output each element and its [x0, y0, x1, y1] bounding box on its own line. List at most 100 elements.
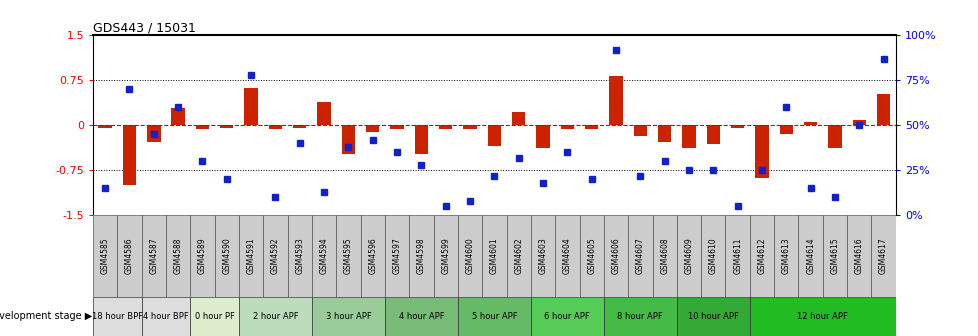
Bar — [312, 215, 335, 297]
Bar — [244, 88, 257, 125]
Text: 6 hour APF: 6 hour APF — [544, 312, 590, 321]
Bar — [341, 125, 355, 154]
Text: GSM4588: GSM4588 — [173, 238, 183, 274]
Bar — [852, 120, 866, 125]
Bar — [827, 125, 841, 148]
Text: GSM4597: GSM4597 — [392, 238, 401, 274]
Bar — [312, 297, 384, 336]
Bar — [579, 215, 603, 297]
Text: GSM4591: GSM4591 — [246, 238, 255, 274]
Text: GSM4605: GSM4605 — [587, 238, 596, 274]
Bar — [438, 125, 452, 129]
Bar — [506, 215, 530, 297]
Bar — [147, 125, 160, 142]
Text: GSM4603: GSM4603 — [538, 238, 547, 274]
Text: GSM4596: GSM4596 — [368, 238, 377, 274]
Text: 4 hour APF: 4 hour APF — [398, 312, 444, 321]
Text: GSM4601: GSM4601 — [489, 238, 499, 274]
Bar — [335, 215, 360, 297]
Text: GSM4612: GSM4612 — [757, 238, 766, 274]
Text: GSM4592: GSM4592 — [271, 238, 280, 274]
Bar — [700, 215, 725, 297]
Bar — [482, 215, 506, 297]
Text: 12 hour APF: 12 hour APF — [796, 312, 847, 321]
Text: development stage ▶: development stage ▶ — [0, 311, 93, 322]
Bar — [778, 125, 792, 134]
Bar — [263, 215, 288, 297]
Bar — [142, 297, 190, 336]
Bar — [731, 125, 743, 128]
Bar — [803, 122, 817, 125]
Bar — [239, 297, 312, 336]
Text: GSM4610: GSM4610 — [708, 238, 717, 274]
Bar — [463, 125, 476, 129]
Text: GSM4616: GSM4616 — [854, 238, 863, 274]
Bar — [122, 125, 136, 185]
Text: GSM4613: GSM4613 — [781, 238, 790, 274]
Bar — [633, 125, 646, 136]
Bar — [390, 125, 403, 129]
Text: GSM4607: GSM4607 — [635, 238, 645, 274]
Bar — [142, 215, 166, 297]
Text: 5 hour APF: 5 hour APF — [471, 312, 516, 321]
Bar — [749, 297, 895, 336]
Bar — [603, 215, 628, 297]
Text: GSM4590: GSM4590 — [222, 238, 231, 274]
Bar — [511, 112, 525, 125]
Bar — [846, 215, 870, 297]
Text: GSM4615: GSM4615 — [829, 238, 838, 274]
Bar — [166, 215, 190, 297]
Text: GSM4595: GSM4595 — [343, 238, 353, 274]
Text: GSM4606: GSM4606 — [611, 238, 620, 274]
Bar — [288, 215, 312, 297]
Bar — [93, 215, 117, 297]
Bar — [366, 125, 379, 132]
Text: GSM4598: GSM4598 — [417, 238, 425, 274]
Bar — [774, 215, 798, 297]
Text: GSM4585: GSM4585 — [101, 238, 110, 274]
Bar — [798, 215, 822, 297]
Bar — [608, 76, 622, 125]
Bar — [676, 215, 700, 297]
Bar — [822, 215, 846, 297]
Bar — [749, 215, 774, 297]
Text: GSM4608: GSM4608 — [659, 238, 669, 274]
Text: GSM4593: GSM4593 — [295, 238, 304, 274]
Bar — [433, 215, 458, 297]
Bar — [603, 297, 676, 336]
Bar — [652, 215, 676, 297]
Text: GSM4599: GSM4599 — [441, 238, 450, 274]
Text: GSM4589: GSM4589 — [198, 238, 206, 274]
Text: GSM4594: GSM4594 — [319, 238, 329, 274]
Bar — [560, 125, 573, 129]
Text: GSM4602: GSM4602 — [513, 238, 522, 274]
Text: 18 hour BPF: 18 hour BPF — [92, 312, 143, 321]
Bar — [530, 297, 603, 336]
Bar — [93, 297, 142, 336]
Bar — [682, 125, 695, 148]
Bar — [196, 125, 209, 129]
Bar — [487, 125, 501, 146]
Bar — [384, 215, 409, 297]
Bar — [706, 125, 719, 144]
Bar — [292, 125, 306, 128]
Bar — [458, 297, 530, 336]
Bar — [409, 215, 433, 297]
Bar — [585, 125, 598, 129]
Bar — [876, 94, 889, 125]
Bar — [384, 297, 458, 336]
Text: GSM4617: GSM4617 — [878, 238, 887, 274]
Bar — [458, 215, 482, 297]
Bar — [536, 125, 550, 148]
Bar — [239, 215, 263, 297]
Text: 2 hour APF: 2 hour APF — [252, 312, 298, 321]
Bar — [530, 215, 555, 297]
Bar — [360, 215, 384, 297]
Bar — [870, 215, 895, 297]
Text: GDS443 / 15031: GDS443 / 15031 — [93, 21, 196, 34]
Text: GSM4604: GSM4604 — [562, 238, 571, 274]
Bar — [171, 109, 185, 125]
Bar — [117, 215, 142, 297]
Text: GSM4587: GSM4587 — [150, 238, 158, 274]
Bar — [190, 297, 239, 336]
